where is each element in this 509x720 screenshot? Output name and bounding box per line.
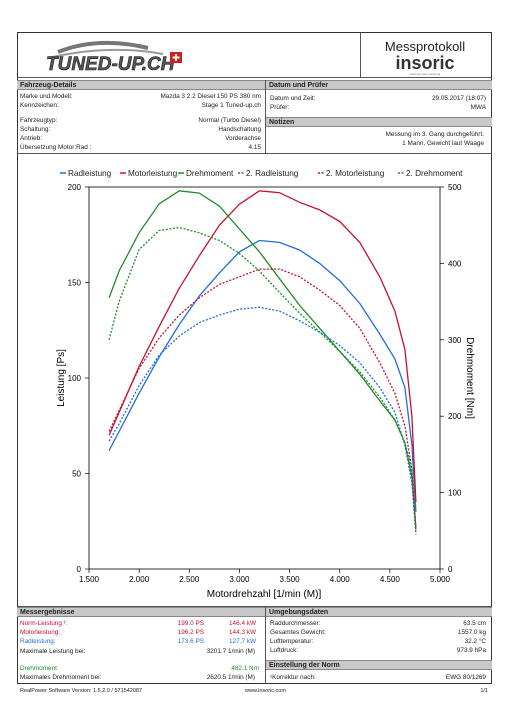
max-torque-value: 2620.5 1/min (M) bbox=[206, 674, 255, 681]
logo-text: TUNED-UP.CH bbox=[46, 54, 176, 75]
series-line-2 bbox=[108, 190, 417, 503]
norm-section-title: Einstellung der Norm bbox=[266, 660, 492, 670]
axis-ticks: 1.500 2.000 2.500 3.000 3.500 4.000 4.500 5.000… bbox=[68, 183, 462, 584]
field-label: Fahrzeugtyp: bbox=[20, 117, 58, 124]
vehicle-section-title: Fahrzeug-Details bbox=[17, 80, 265, 90]
result-label: Motorleistung: bbox=[20, 629, 61, 636]
page-number: 1/1 bbox=[480, 688, 488, 694]
field-value: 32.2 °C bbox=[464, 638, 486, 645]
x-tick-label: 2.000 bbox=[129, 575, 150, 584]
brand-name: insoric bbox=[395, 53, 455, 73]
insoric-logo: insoric bbox=[362, 54, 488, 72]
report-title: Messprotokoll bbox=[384, 39, 466, 54]
y2-axis-label: Drehmoment [Nm] bbox=[464, 337, 475, 419]
series-line-4 bbox=[108, 306, 417, 535]
result-kw: 127.7 kW bbox=[229, 638, 256, 645]
y-tick-label: 150 bbox=[68, 279, 82, 288]
y-tick-label: 100 bbox=[68, 374, 82, 383]
notes-section-title: Notizen bbox=[266, 117, 492, 127]
x-tick-label: 4.000 bbox=[330, 575, 351, 584]
results-section-title: Messergebnisse bbox=[17, 607, 265, 617]
field-label: Raddurchmesser: bbox=[270, 620, 321, 627]
field-label: Antrieb: bbox=[20, 135, 43, 142]
field-label: Schaltung: bbox=[20, 126, 51, 133]
field-value: 29.05.2017 (18:07) bbox=[431, 95, 486, 102]
torque-label: Drehmoment bbox=[20, 665, 57, 672]
notes-line: 1 Mann, Gewicht laut Waage bbox=[402, 140, 484, 147]
field-label: Lufttemperatur: bbox=[270, 638, 314, 645]
x-axis-label: Motordrehzahl [1/min (M)] bbox=[207, 589, 322, 600]
x-tick-label: 1.500 bbox=[79, 575, 100, 584]
website-link[interactable]: www.insoric.com bbox=[245, 688, 286, 694]
legend-label: 2. Radleistung bbox=[246, 169, 299, 178]
notes-line: Messung im 3. Gang durchgeführt. bbox=[385, 131, 484, 138]
x-tick-label: 3.500 bbox=[280, 575, 301, 584]
power-torque-chart: Radleistung Motorleistung Drehmoment 2. Rad… bbox=[56, 169, 475, 600]
legend-label: Drehmoment bbox=[186, 169, 234, 178]
result-label: Norm-Leistung ¹: bbox=[20, 620, 68, 627]
result-kw: 144.3 kW bbox=[229, 629, 256, 636]
field-label: Übersetzung Motor:Rad : bbox=[20, 144, 92, 151]
field-value: 973.9 hPa bbox=[456, 647, 486, 654]
y-axis-label: Leistung [Ps] bbox=[56, 349, 67, 407]
field-value: Normal (Turbo Diesel) bbox=[198, 117, 261, 124]
x-tick-label: 4.500 bbox=[380, 575, 401, 584]
y2-tick-label: 200 bbox=[448, 412, 462, 421]
field-label: Marke und Modell: bbox=[20, 93, 73, 100]
y2-tick-label: 500 bbox=[448, 183, 462, 192]
y2-tick-label: 300 bbox=[448, 336, 462, 345]
result-kw: 146.4 kW bbox=[229, 620, 256, 627]
report-frame bbox=[17, 32, 492, 684]
series-line-3 bbox=[108, 190, 417, 528]
field-value: 4.15 bbox=[248, 144, 261, 151]
field-label: Kennzeichen: bbox=[20, 102, 59, 109]
test-section-title: Datum und Prüfer bbox=[266, 80, 492, 90]
tuned-up-logo: TUNED-UP.CH bbox=[38, 38, 188, 78]
field-label: Luftdruck: bbox=[270, 647, 299, 654]
field-label: Gesamtes Gewicht: bbox=[270, 629, 326, 636]
field-value: MWA bbox=[470, 104, 486, 111]
result-ps: 173.6 PS bbox=[177, 638, 204, 645]
field-value: Handschaltung bbox=[218, 126, 261, 133]
legend-label: 2. Drehmoment bbox=[406, 169, 463, 178]
y2-tick-label: 400 bbox=[448, 259, 462, 268]
field-label: Datum und Zeit: bbox=[270, 95, 316, 102]
max-power-label: Maximale Leistung bei: bbox=[20, 648, 86, 655]
series-line-1 bbox=[108, 239, 417, 512]
y-tick-label: 50 bbox=[72, 470, 81, 479]
legend-label: Motorleistung bbox=[128, 169, 178, 178]
field-value: 1557.0 kg bbox=[457, 629, 486, 636]
legend-label: 2. Motorleistung bbox=[326, 169, 385, 178]
max-torque-label: Maximales Drehmoment bei: bbox=[20, 674, 102, 681]
chart-legend: Radleistung Motorleistung Drehmoment 2. Rad… bbox=[60, 169, 463, 178]
x-tick-label: 2.500 bbox=[179, 575, 200, 584]
env-section-title: Umgebungsdaten bbox=[266, 607, 492, 617]
y-tick-label: 200 bbox=[68, 183, 82, 192]
series-line-6 bbox=[108, 226, 417, 531]
field-value: Vorderachse bbox=[225, 135, 261, 142]
field-value: Mazda 3 2.2 Diesel 150 PS 380 nm bbox=[160, 93, 261, 100]
brand-tagline: www.pro-test-messung bbox=[409, 72, 441, 76]
software-version: RealPower Software Version: 1.5.2.0 / 57… bbox=[20, 688, 142, 694]
legend-label: Radleistung bbox=[68, 169, 112, 178]
series-line-5 bbox=[108, 268, 417, 531]
field-value: 63.5 cm bbox=[463, 620, 486, 627]
y-tick-label: 0 bbox=[77, 565, 82, 574]
norm-label: ¹Korrektur nach: bbox=[270, 674, 316, 681]
result-ps: 199.0 PS bbox=[177, 620, 204, 627]
result-label: Radleistung: bbox=[20, 638, 56, 645]
torque-value: 482.1 Nm bbox=[231, 665, 259, 672]
norm-value: EWG 80/1269 bbox=[445, 674, 486, 681]
x-tick-label: 5.000 bbox=[430, 575, 451, 584]
y2-tick-label: 0 bbox=[448, 565, 453, 574]
field-label: Prüfer: bbox=[270, 104, 290, 111]
y2-tick-label: 100 bbox=[448, 489, 462, 498]
field-value: Stage 1 Tuned-up.ch bbox=[201, 102, 261, 109]
chart-series bbox=[108, 190, 417, 535]
max-power-value: 3201.7 1/min (M) bbox=[206, 648, 255, 655]
x-tick-label: 3.000 bbox=[229, 575, 250, 584]
result-ps: 196.2 PS bbox=[177, 629, 204, 636]
